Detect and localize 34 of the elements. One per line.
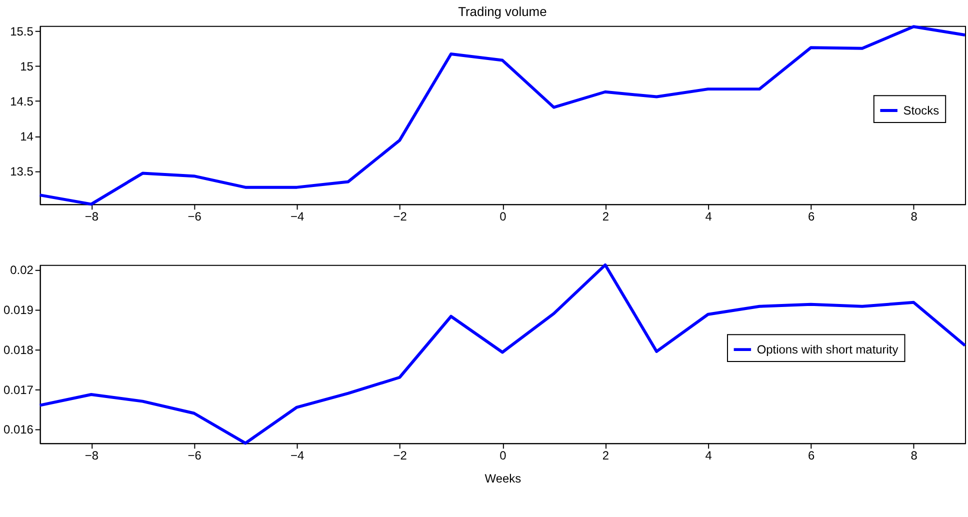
line-series xyxy=(38,25,967,206)
x-tick-label: −8 xyxy=(84,210,99,224)
line-series xyxy=(38,263,967,445)
x-tick-label: −4 xyxy=(290,448,304,463)
x-tick-label: −4 xyxy=(290,210,304,224)
legend-label: Stocks xyxy=(903,104,940,118)
x-axis-title: Weeks xyxy=(484,472,522,486)
x-tick-label: 2 xyxy=(602,448,610,463)
y-tick-label: 0.018 xyxy=(3,342,34,357)
x-tick-label: 4 xyxy=(705,210,712,224)
x-tick-label: 8 xyxy=(910,210,918,224)
y-tick-label: 13.5 xyxy=(10,164,34,179)
x-tick-label: −6 xyxy=(188,210,202,224)
y-tick-label: 15 xyxy=(20,59,34,74)
x-tick-label: 6 xyxy=(808,448,815,463)
x-tick-label: −6 xyxy=(188,448,202,463)
x-tick-label: −2 xyxy=(393,210,408,224)
x-tick-label: 0 xyxy=(500,210,507,224)
x-tick-label: 4 xyxy=(705,448,712,463)
y-tick-label: 0.016 xyxy=(3,422,34,437)
chart-title: Trading volume xyxy=(458,4,547,19)
y-tick-label: 14.5 xyxy=(10,94,34,108)
x-tick-label: −8 xyxy=(84,448,99,463)
legend-label: Options with short maturity xyxy=(756,342,898,357)
x-tick-label: 8 xyxy=(910,448,918,463)
x-tick-label: 2 xyxy=(602,210,610,224)
y-tick-label: 0.02 xyxy=(10,263,34,278)
y-tick-label: 0.017 xyxy=(3,382,34,397)
y-tick-label: 0.019 xyxy=(3,303,34,318)
x-tick-label: 0 xyxy=(500,448,507,463)
x-tick-label: −2 xyxy=(393,448,408,463)
x-tick-label: 6 xyxy=(808,210,815,224)
y-tick-label: 14 xyxy=(20,130,34,144)
y-tick-label: 15.5 xyxy=(10,24,34,38)
